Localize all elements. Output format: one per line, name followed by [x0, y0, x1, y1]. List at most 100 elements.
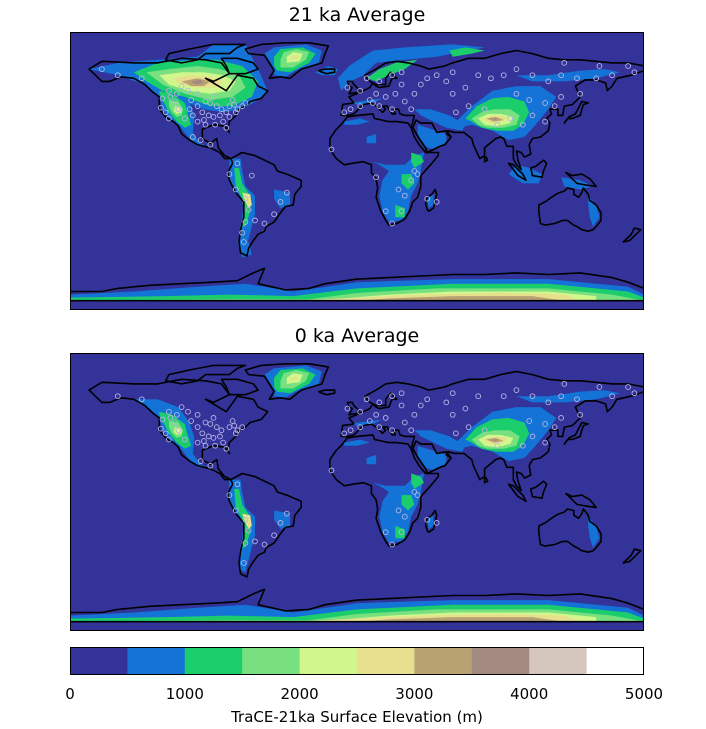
colorbar-segment: [414, 647, 473, 675]
station-marker: [283, 189, 290, 196]
elevation-contour: [508, 164, 542, 184]
elevation-contour: [449, 47, 485, 57]
station-marker: [561, 381, 568, 387]
coastline-antarctica: [70, 588, 644, 623]
station-marker: [239, 103, 246, 109]
station-marker: [175, 427, 182, 434]
station-marker: [574, 396, 580, 403]
station-marker: [389, 393, 395, 400]
station-marker: [526, 97, 533, 103]
station-marker: [366, 418, 373, 424]
station-marker: [226, 492, 233, 498]
colorbar: [70, 647, 644, 675]
station-marker: [519, 442, 526, 449]
station-marker: [271, 532, 277, 539]
station-marker: [199, 109, 206, 116]
station-marker: [232, 507, 239, 514]
station-marker: [542, 439, 548, 446]
coastline-canArch: [164, 43, 247, 64]
station-marker: [173, 90, 180, 97]
station-marker: [433, 199, 440, 205]
station-marker: [625, 384, 631, 390]
colorbar-segment: [471, 647, 530, 675]
station-marker: [389, 72, 395, 79]
station-marker: [166, 87, 172, 94]
colorbar-tick-label: 5000: [624, 685, 664, 703]
station-marker: [205, 433, 212, 440]
station-marker: [401, 98, 408, 105]
station-marker: [577, 90, 584, 97]
station-marker: [389, 427, 395, 434]
coastline-indonesia: [507, 483, 527, 503]
station-marker: [462, 84, 469, 91]
colorbar-segment: [127, 647, 186, 675]
station-marker: [189, 134, 196, 140]
station-marker: [166, 408, 172, 415]
station-marker: [172, 98, 179, 105]
station-marker: [220, 439, 226, 446]
coastline-baffin: [220, 378, 259, 396]
station-marker: [382, 529, 389, 536]
elevation-contour: [274, 510, 290, 530]
station-marker: [398, 402, 405, 409]
coastline-borneo: [530, 159, 548, 178]
elevation-contour: [414, 109, 466, 131]
station-marker: [513, 387, 520, 393]
station-marker: [500, 393, 507, 400]
coastline-arabia: [412, 119, 452, 154]
station-marker: [414, 171, 421, 177]
station-marker: [494, 121, 501, 128]
station-marker: [513, 66, 520, 72]
station-marker: [453, 430, 459, 437]
station-marker: [207, 462, 214, 469]
station-marker: [213, 424, 220, 430]
station-marker: [609, 393, 615, 400]
station-marker: [344, 405, 351, 412]
station-marker: [443, 78, 450, 85]
station-marker: [453, 109, 459, 116]
station-marker: [449, 390, 456, 397]
station-marker: [194, 439, 201, 446]
station-marker: [433, 72, 440, 79]
station-marker: [545, 399, 552, 406]
station-marker: [205, 112, 212, 119]
colorbar-label: TraCE-21ka Surface Elevation (m): [231, 708, 483, 726]
station-marker: [596, 63, 603, 69]
station-marker: [398, 390, 405, 397]
station-marker: [212, 121, 218, 128]
station-marker: [158, 104, 164, 111]
elevation-contour: [234, 488, 251, 548]
station-marker: [166, 115, 172, 122]
station-marker: [114, 393, 121, 400]
elevation-contour: [588, 195, 600, 227]
station-marker: [401, 419, 408, 426]
station-marker: [207, 141, 214, 148]
station-marker: [424, 195, 431, 202]
colorbar-segment: [184, 647, 243, 675]
coastline-newguinea: [565, 492, 597, 509]
coastline-africa: [329, 434, 440, 547]
station-marker: [357, 87, 364, 94]
coastline-iceland: [317, 68, 336, 75]
colorbar-segment: [357, 647, 415, 675]
station-marker: [173, 411, 180, 418]
coastline-arabia: [412, 440, 452, 475]
station-marker: [465, 424, 472, 430]
elevation-contour: [234, 167, 251, 227]
station-marker: [218, 427, 225, 434]
station-marker: [99, 66, 105, 72]
coastline-greenland: [244, 363, 330, 401]
elevation-contour: [489, 439, 498, 441]
station-marker: [242, 540, 249, 546]
station-marker: [341, 109, 348, 116]
station-marker: [424, 396, 431, 403]
station-marker: [188, 97, 195, 103]
elevation-contour: [417, 445, 447, 471]
station-marker: [223, 109, 230, 116]
elevation-contour: [366, 59, 418, 82]
coastline-indonesia: [507, 162, 527, 182]
station-marker: [392, 90, 399, 97]
station-marker: [220, 118, 226, 125]
station-marker: [328, 146, 335, 153]
station-marker: [373, 174, 379, 181]
